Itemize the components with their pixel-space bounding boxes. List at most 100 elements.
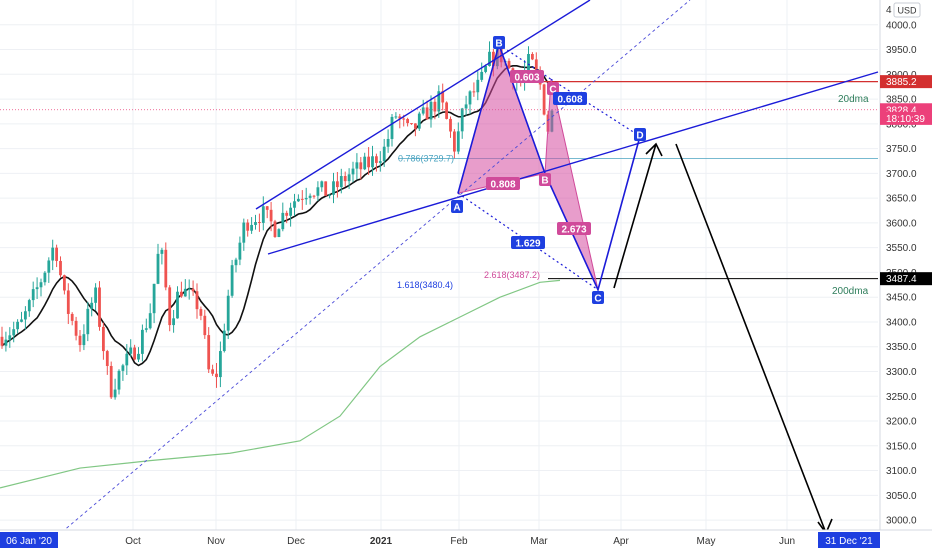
candle-body[interactable] bbox=[363, 156, 367, 170]
candle-body[interactable] bbox=[441, 91, 445, 103]
candle-body[interactable] bbox=[117, 370, 121, 390]
candle-body[interactable] bbox=[59, 260, 62, 276]
candle-body[interactable] bbox=[98, 287, 101, 327]
candle-body[interactable] bbox=[382, 146, 386, 162]
candle-body[interactable] bbox=[164, 249, 168, 288]
candle-body[interactable] bbox=[74, 320, 78, 336]
candle-body[interactable] bbox=[35, 287, 39, 290]
candle-body[interactable] bbox=[456, 131, 460, 152]
candle-body[interactable] bbox=[332, 181, 335, 195]
candle-body[interactable] bbox=[542, 84, 546, 115]
candle-body[interactable] bbox=[129, 347, 133, 354]
candle-body[interactable] bbox=[8, 335, 12, 340]
candle-body[interactable] bbox=[304, 197, 308, 200]
candle-body[interactable] bbox=[183, 288, 187, 297]
candle-body[interactable] bbox=[507, 60, 511, 69]
candle-body[interactable] bbox=[203, 315, 207, 336]
candle-body[interactable] bbox=[336, 181, 339, 188]
candle-body[interactable] bbox=[234, 259, 238, 266]
candle-body[interactable] bbox=[269, 209, 273, 222]
candle-body[interactable] bbox=[394, 116, 398, 118]
pattern-drawings[interactable] bbox=[0, 0, 879, 535]
candle-body[interactable] bbox=[31, 289, 35, 301]
candle-body[interactable] bbox=[195, 291, 199, 310]
candle-body[interactable] bbox=[472, 91, 476, 93]
candle-body[interactable] bbox=[24, 311, 27, 320]
candle-body[interactable] bbox=[371, 156, 374, 168]
candle-body[interactable] bbox=[219, 351, 222, 378]
candle-body[interactable] bbox=[531, 54, 534, 60]
candle-body[interactable] bbox=[258, 222, 261, 224]
candle-body[interactable] bbox=[20, 319, 23, 322]
candle-body[interactable] bbox=[484, 65, 487, 72]
candle-body[interactable] bbox=[289, 207, 292, 216]
candle-body[interactable] bbox=[293, 201, 296, 208]
candle-body[interactable] bbox=[312, 195, 316, 197]
candle-body[interactable] bbox=[261, 206, 265, 223]
candle-body[interactable] bbox=[527, 54, 530, 71]
candle-body[interactable] bbox=[277, 229, 281, 238]
candle-body[interactable] bbox=[359, 162, 363, 170]
candle-body[interactable] bbox=[375, 156, 378, 163]
candle-body[interactable] bbox=[339, 176, 343, 188]
candle-body[interactable] bbox=[246, 222, 250, 231]
candle-body[interactable] bbox=[300, 198, 304, 200]
time-axis[interactable]: Oct Nov Dec 2021 Feb Mar Apr May Jun 06 Jan '20 31… bbox=[0, 529, 932, 550]
candle-body[interactable] bbox=[351, 168, 355, 175]
candle-body[interactable] bbox=[78, 335, 82, 346]
candle-body[interactable] bbox=[12, 329, 16, 336]
candle-body[interactable] bbox=[152, 283, 156, 314]
candle-body[interactable] bbox=[433, 101, 437, 112]
candle-body[interactable] bbox=[406, 119, 409, 124]
candle-body[interactable] bbox=[417, 113, 421, 129]
candle-body[interactable] bbox=[460, 108, 464, 132]
candle-body[interactable] bbox=[16, 321, 19, 330]
candle-body[interactable] bbox=[27, 300, 31, 312]
candle-body[interactable] bbox=[55, 247, 58, 261]
candle-body[interactable] bbox=[82, 334, 86, 346]
candle-body[interactable] bbox=[141, 329, 144, 354]
candle-body[interactable] bbox=[242, 222, 246, 243]
candle-body[interactable] bbox=[445, 102, 448, 119]
candle-body[interactable] bbox=[125, 353, 129, 366]
candle-body[interactable] bbox=[66, 290, 70, 314]
channel-upper-line[interactable] bbox=[255, 0, 591, 210]
candle-body[interactable] bbox=[328, 194, 331, 196]
candle-body[interactable] bbox=[70, 313, 74, 321]
dotted-trend-line[interactable] bbox=[61, 0, 691, 533]
candle-body[interactable] bbox=[367, 156, 370, 168]
candle-body[interactable] bbox=[238, 242, 242, 260]
candle-body[interactable] bbox=[265, 206, 269, 210]
candle-body[interactable] bbox=[222, 330, 226, 352]
candle-body[interactable] bbox=[109, 365, 113, 398]
candle-body[interactable] bbox=[480, 71, 484, 80]
candle-body[interactable] bbox=[215, 373, 218, 378]
candle-body[interactable] bbox=[148, 313, 152, 329]
candle-body[interactable] bbox=[281, 212, 285, 230]
candle-body[interactable] bbox=[207, 335, 211, 370]
candle-body[interactable] bbox=[172, 318, 175, 326]
candle-body[interactable] bbox=[250, 224, 253, 231]
candle-body[interactable] bbox=[160, 249, 164, 254]
candle-body[interactable] bbox=[421, 107, 425, 114]
projection-arrow-up[interactable] bbox=[613, 143, 657, 289]
candle-body[interactable] bbox=[492, 51, 495, 67]
candle-body[interactable] bbox=[386, 138, 390, 147]
candle-body[interactable] bbox=[414, 123, 417, 129]
candle-body[interactable] bbox=[43, 272, 47, 283]
candle-body[interactable] bbox=[63, 275, 66, 291]
candle-body[interactable] bbox=[168, 287, 172, 326]
candle-body[interactable] bbox=[410, 123, 413, 125]
candle-body[interactable] bbox=[476, 79, 480, 93]
price-axis[interactable]: 3000.0 3050.0 3100.0 3150.0 3200.0 3250.0 3300… bbox=[879, 0, 932, 550]
candle-body[interactable] bbox=[86, 308, 90, 335]
candle-body[interactable] bbox=[534, 59, 538, 71]
candle-body[interactable] bbox=[211, 369, 214, 374]
candle-body[interactable] bbox=[176, 291, 179, 319]
candle-body[interactable] bbox=[0, 336, 4, 346]
candle-body[interactable] bbox=[90, 302, 94, 309]
candle-body[interactable] bbox=[308, 195, 312, 198]
candle-body[interactable] bbox=[488, 51, 491, 66]
